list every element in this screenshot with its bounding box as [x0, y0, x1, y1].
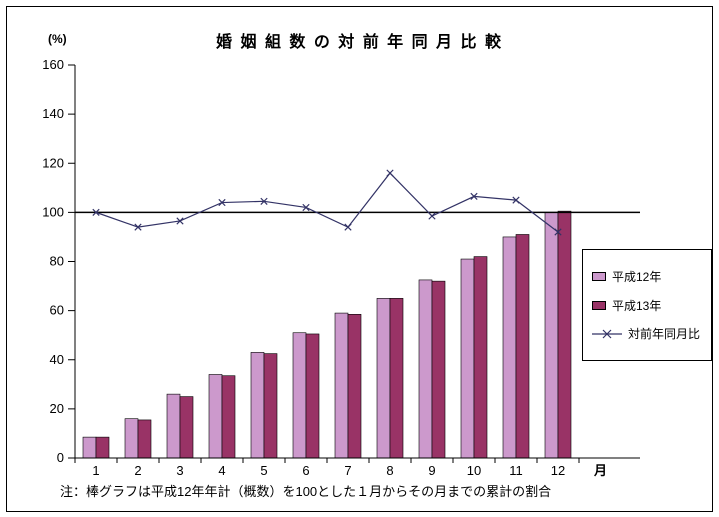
y-tick-label: 160 [42, 57, 64, 72]
y-tick-label: 0 [57, 450, 64, 465]
x-tick-label: 10 [467, 463, 481, 478]
bar-heisei13 [263, 353, 278, 459]
x-tick-label: 12 [551, 463, 565, 478]
x-tick-label: 11 [509, 463, 523, 478]
bar-heisei12 [250, 352, 265, 459]
x-marker [176, 217, 184, 225]
bar-heisei13 [557, 210, 572, 459]
y-tick-label: 80 [50, 254, 64, 269]
bar-heisei13 [515, 234, 530, 459]
x-marker [386, 169, 394, 177]
y-tick-label: 120 [42, 155, 64, 170]
x-marker [470, 192, 478, 201]
bar-heisei12 [502, 236, 517, 459]
bar-heisei12 [208, 374, 223, 459]
footnote: 注：棒グラフは平成12年年計（概数）を100とした１月からその月までの累計の割合 [60, 484, 552, 499]
bar-heisei12 [166, 393, 181, 459]
y-tick-label: 60 [50, 303, 64, 318]
bar-heisei13 [221, 375, 236, 459]
ratio-line-swatch-svg [592, 329, 622, 339]
x-tick-label: 6 [302, 463, 309, 478]
x-marker [302, 203, 310, 212]
x-tick-label: 3 [176, 463, 183, 478]
x-marker [218, 198, 226, 207]
bar-heisei13 [95, 436, 110, 459]
bar-heisei12 [418, 279, 433, 459]
heisei13-swatch [592, 300, 606, 310]
chart-title: 婚 姻 組 数 の 対 前 年 同 月 比 較 [216, 34, 503, 51]
legend-item-ratio-line: 対前年同月比 [592, 325, 702, 342]
legend-item-heisei12: 平成12年 [592, 268, 702, 285]
legend-label-heisei13: 平成13年 [612, 298, 662, 313]
ratio-line [95, 172, 559, 233]
y-tick-label: 100 [42, 204, 64, 219]
x-marker [344, 223, 352, 231]
x-tick-label: 7 [344, 463, 351, 478]
bar-heisei13 [137, 419, 152, 459]
x-tick-label: 1 [92, 463, 99, 478]
legend-item-heisei13: 平成13年 [592, 297, 702, 314]
x-marker [260, 197, 268, 205]
bar-heisei12 [544, 212, 559, 459]
bar-heisei13 [305, 333, 320, 459]
x-marker [92, 208, 100, 216]
legend: 平成12年 平成13年 対前年同月比 [582, 249, 712, 361]
x-marker [134, 223, 142, 231]
bar-heisei12 [460, 258, 475, 459]
y-tick-label: 20 [50, 401, 64, 416]
x-tick-label: 2 [134, 463, 141, 478]
bar-heisei12 [292, 332, 307, 459]
legend-label-heisei12: 平成12年 [612, 269, 662, 284]
bar-heisei13 [473, 256, 488, 459]
y-axis-unit-label: (%) [48, 32, 67, 46]
bar-heisei13 [347, 314, 362, 459]
x-marker [554, 228, 562, 236]
bar-heisei12 [376, 298, 391, 459]
bar-heisei13 [179, 396, 194, 459]
bar-heisei13 [431, 280, 446, 459]
x-tick-label: 4 [218, 463, 225, 478]
y-tick-label: 40 [50, 352, 64, 367]
ratio-line-swatch [592, 328, 622, 340]
y-tick-label: 140 [42, 106, 64, 121]
legend-label-ratio: 対前年同月比 [628, 327, 701, 342]
x-marker [512, 196, 520, 204]
bar-heisei12 [334, 312, 349, 459]
x-tick-label: 8 [386, 463, 393, 478]
x-axis-unit-label: 月 [594, 463, 608, 478]
bar-heisei13 [389, 298, 404, 459]
x-tick-label: 9 [428, 463, 435, 478]
bar-heisei12 [82, 436, 97, 459]
x-marker [428, 212, 436, 220]
x-tick-label: 5 [260, 463, 267, 478]
heisei12-swatch [592, 271, 606, 281]
bar-heisei12 [124, 418, 139, 459]
